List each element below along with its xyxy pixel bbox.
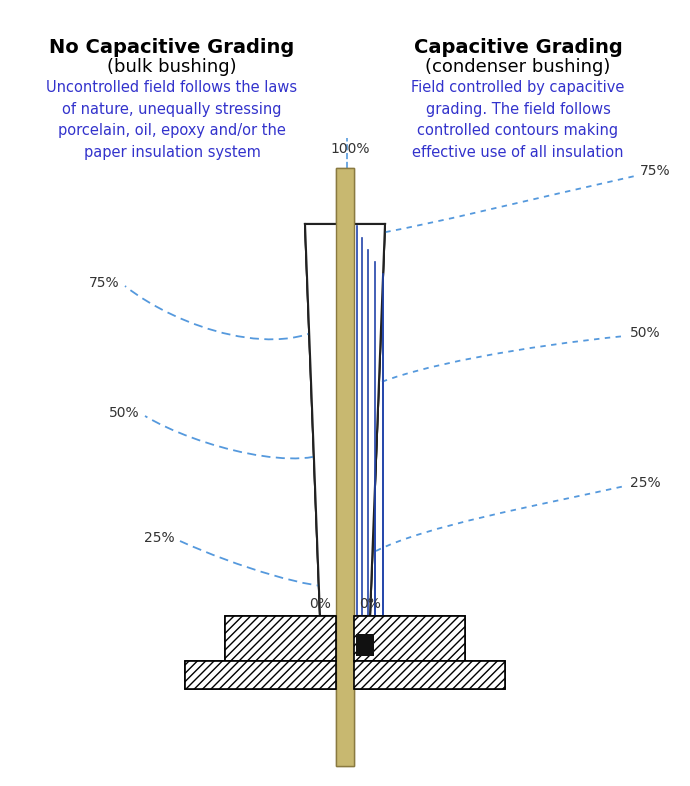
Text: 0%: 0% xyxy=(359,597,381,611)
Text: 25%: 25% xyxy=(630,476,660,490)
Bar xyxy=(185,661,336,689)
Text: Field controlled by capacitive
grading. The field follows
controlled contours ma: Field controlled by capacitive grading. … xyxy=(411,80,624,160)
Bar xyxy=(356,634,374,656)
Text: Uncontrolled field follows the laws
of nature, unequally stressing
porcelain, oi: Uncontrolled field follows the laws of n… xyxy=(46,80,297,160)
Polygon shape xyxy=(305,224,385,616)
Bar xyxy=(225,616,336,661)
Bar xyxy=(354,661,505,689)
Bar xyxy=(354,661,505,689)
Text: 100%: 100% xyxy=(331,142,370,156)
Bar xyxy=(356,634,374,656)
Text: 25%: 25% xyxy=(144,531,175,545)
Bar xyxy=(354,616,465,661)
Bar xyxy=(336,168,354,766)
Bar xyxy=(225,616,336,661)
Text: 75%: 75% xyxy=(90,276,120,290)
Text: Capacitive Grading: Capacitive Grading xyxy=(413,38,622,57)
Text: No Capacitive Grading: No Capacitive Grading xyxy=(50,38,295,57)
Bar xyxy=(185,661,336,689)
Text: 50%: 50% xyxy=(630,326,660,340)
Bar xyxy=(354,616,465,661)
Text: (condenser bushing): (condenser bushing) xyxy=(425,58,611,76)
Text: 75%: 75% xyxy=(640,164,671,178)
Bar xyxy=(356,634,374,656)
Text: 50%: 50% xyxy=(110,406,140,420)
Text: 0%: 0% xyxy=(309,597,331,611)
Bar xyxy=(336,168,354,766)
Text: (bulk bushing): (bulk bushing) xyxy=(107,58,237,76)
Polygon shape xyxy=(305,224,385,616)
